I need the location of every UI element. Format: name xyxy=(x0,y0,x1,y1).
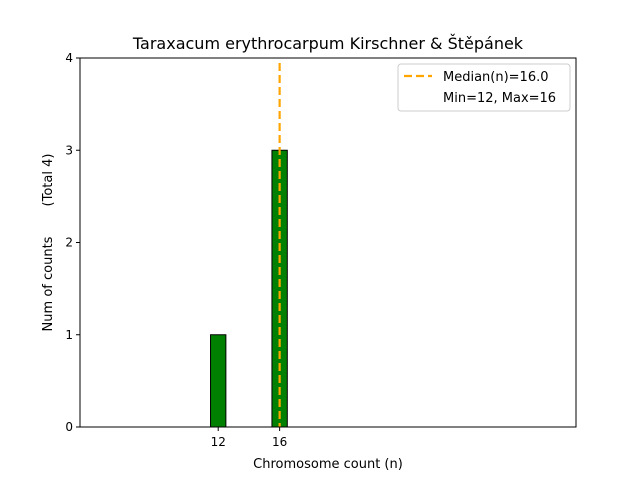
y-tick-label-2: 2 xyxy=(65,236,73,250)
legend: Median(n)=16.0 Min=12, Max=16 xyxy=(397,63,571,112)
legend-box xyxy=(397,63,571,112)
axes-frame xyxy=(79,57,577,428)
chart-title: Taraxacum erythrocarpum Kirschner & Štěp… xyxy=(132,34,524,53)
y-tick-label-0: 0 xyxy=(65,420,73,434)
x-tick-label-16: 16 xyxy=(272,435,287,449)
y-axis-label: Num of counts xyxy=(41,236,56,331)
y-axis-total-note: (Total 4) xyxy=(41,154,56,207)
legend-entry-min-max: Min=12, Max=16 xyxy=(443,91,556,106)
histogram-bar-12 xyxy=(210,334,227,428)
x-tick-label-12: 12 xyxy=(211,435,226,449)
legend-entry-median: Median(n)=16.0 xyxy=(443,70,549,85)
y-tick-label-3: 3 xyxy=(65,143,73,157)
histogram-bar-16 xyxy=(271,149,288,428)
y-tick-label-4: 4 xyxy=(65,51,73,65)
x-axis-label: Chromosome count (n) xyxy=(253,457,403,472)
y-tick-label-1: 1 xyxy=(65,328,73,342)
